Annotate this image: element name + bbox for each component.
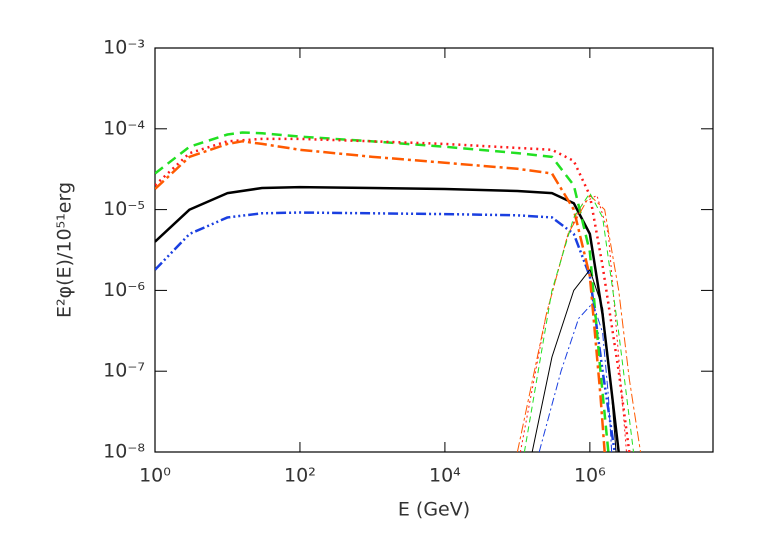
- y-tick-label: 10⁻³: [103, 37, 145, 59]
- line-series: [155, 140, 606, 452]
- x-tick-label: 10⁰: [139, 465, 171, 487]
- line-series: [519, 194, 627, 452]
- x-tick-label: 10⁶: [574, 465, 606, 487]
- line-series: [538, 302, 613, 452]
- line-series: [155, 211, 616, 452]
- x-tick-label: 10⁴: [429, 465, 461, 487]
- y-tick-label: 10⁻⁷: [103, 360, 145, 382]
- y-axis-label: E²φ(E)/10⁵¹erg: [54, 182, 76, 318]
- y-tick-label: 10⁻⁶: [103, 279, 145, 301]
- plot-area: [155, 131, 642, 452]
- line-series: [516, 194, 642, 452]
- y-tick-label: 10⁻⁸: [103, 441, 145, 463]
- line-series: [531, 269, 617, 452]
- line-series: [155, 137, 631, 452]
- y-tick-label: 10⁻⁵: [103, 198, 145, 220]
- x-axis-label: E (GeV): [398, 499, 470, 521]
- y-tick-label: 10⁻⁴: [103, 117, 145, 139]
- line-series: [155, 185, 620, 452]
- line-series: [155, 131, 610, 452]
- x-tick-label: 10²: [284, 465, 316, 487]
- plot-frame: [154, 47, 714, 453]
- line-series: [523, 192, 634, 452]
